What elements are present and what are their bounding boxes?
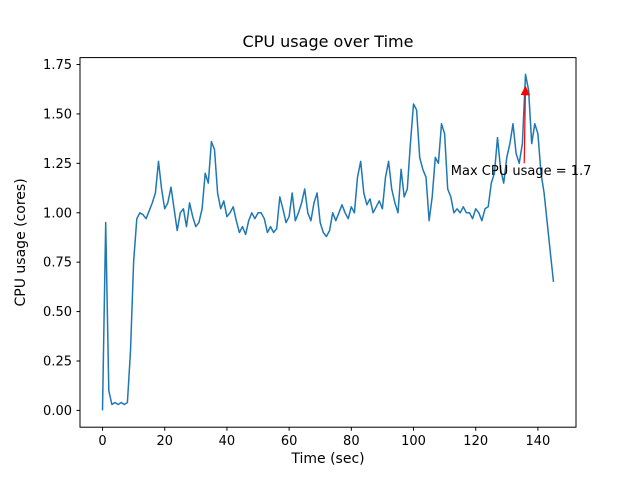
x-axis-label: Time (sec) [290,451,364,467]
y-tick-label: 0.75 [43,256,72,271]
y-tick-label: 0.50 [43,305,72,320]
x-tick-label: 100 [401,434,426,449]
cpu-usage-line [101,73,555,411]
y-tick-label: 1.25 [43,157,72,172]
x-tick-label: 20 [156,434,173,449]
x-tick-label: 0 [98,434,106,449]
annotation-text: Max CPU usage = 1.7 [451,164,592,179]
y-axis-label: CPU usage (cores) [13,178,29,306]
y-tick-label: 0.25 [43,354,72,369]
x-tick-label: 60 [281,434,298,449]
x-tick-label: 120 [463,434,488,449]
y-axis-ticks: 0.00 0.25 0.50 0.75 1.00 1.25 1.50 1.75 [43,58,80,419]
plot-area-border [79,57,577,428]
x-tick-label: 140 [525,434,550,449]
y-tick-label: 0.00 [43,404,72,419]
y-tick-label: 1.00 [43,206,72,221]
annotation-arrow [520,85,531,164]
x-axis-ticks: 0 20 40 60 80 100 120 140 [98,427,550,449]
x-tick-label: 80 [343,434,360,449]
y-tick-label: 1.75 [43,58,72,73]
x-tick-label: 40 [219,434,236,449]
chart-title: CPU usage over Time [243,32,414,51]
y-tick-label: 1.50 [43,107,72,122]
